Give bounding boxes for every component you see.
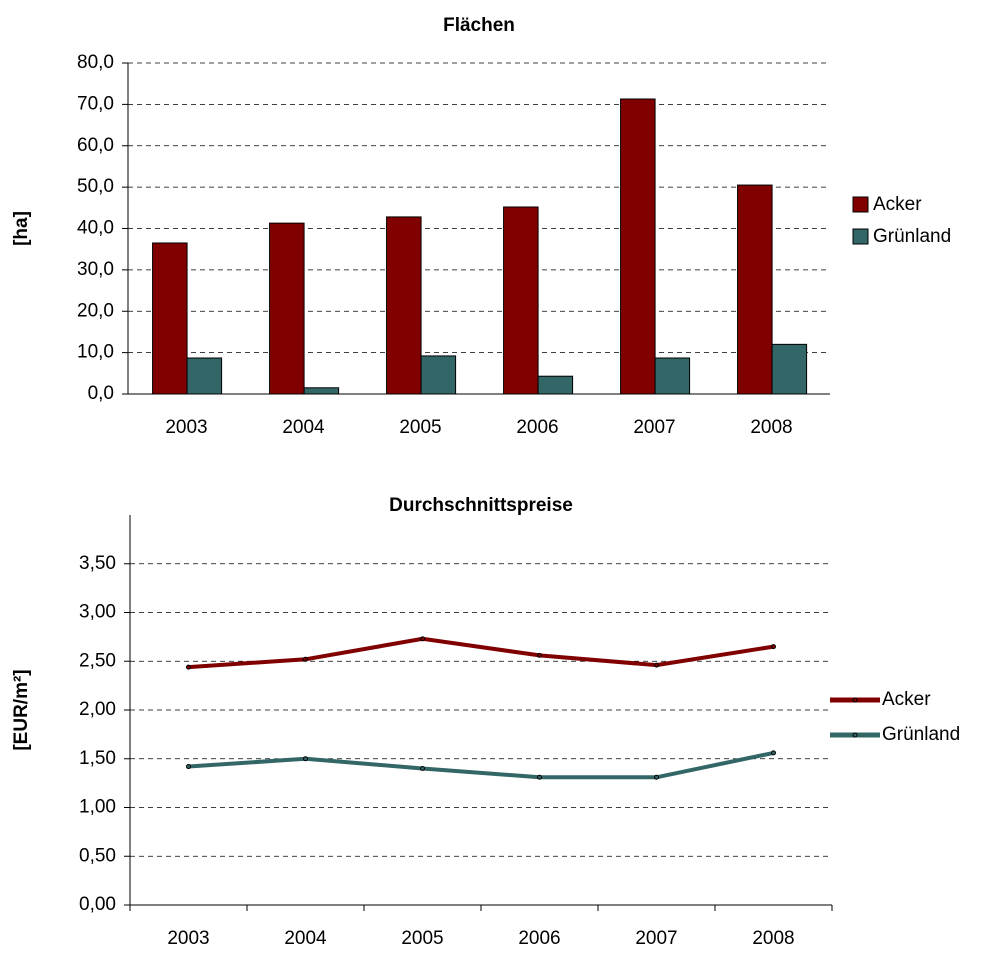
legend-swatch xyxy=(852,228,869,245)
legend-label: Acker xyxy=(873,194,922,215)
point xyxy=(420,636,425,642)
point xyxy=(654,774,659,780)
legend-label: Grünland xyxy=(882,724,960,745)
bar xyxy=(771,343,808,395)
x-tick-label: 2004 xyxy=(282,417,325,438)
x-tick-label: 2008 xyxy=(752,928,794,949)
point xyxy=(186,764,191,770)
y-tick-label: 2,50 xyxy=(79,650,116,671)
y-tick-label: 70,0 xyxy=(77,93,114,114)
y-tick-label: 60,0 xyxy=(77,135,114,156)
y-tick-label: 1,00 xyxy=(79,797,116,818)
y-tick-label: 3,50 xyxy=(79,553,116,574)
legend-swatch xyxy=(852,196,869,213)
bar xyxy=(303,387,340,395)
legend-point xyxy=(852,732,858,738)
x-tick-label: 2005 xyxy=(399,417,441,438)
bar xyxy=(654,357,691,395)
point xyxy=(186,664,191,670)
y-tick-label: 0,50 xyxy=(79,845,116,866)
bar xyxy=(537,375,574,395)
point xyxy=(303,756,308,762)
y-axis-label: [EUR/m²] xyxy=(11,669,32,750)
bar xyxy=(152,242,188,395)
point xyxy=(771,750,776,756)
bar xyxy=(186,357,223,395)
legend-label: Acker xyxy=(882,689,931,710)
x-tick-label: 2003 xyxy=(165,417,207,438)
x-tick-label: 2003 xyxy=(167,928,209,949)
point xyxy=(420,766,425,771)
y-axis-label: [ha] xyxy=(11,211,32,246)
point xyxy=(537,774,542,780)
y-tick-label: 40,0 xyxy=(77,218,114,239)
chart-title: Flächen xyxy=(443,15,515,36)
y-tick-label: 10,0 xyxy=(77,342,114,363)
point xyxy=(771,644,776,650)
x-tick-label: 2008 xyxy=(750,417,792,438)
chart-title: Durchschnittspreise xyxy=(389,495,573,516)
bar xyxy=(386,216,422,395)
y-tick-label: 80,0 xyxy=(77,52,114,73)
x-tick-label: 2004 xyxy=(284,928,327,949)
y-tick-label: 1,50 xyxy=(79,748,116,769)
y-tick-label: 50,0 xyxy=(77,176,114,197)
x-tick-label: 2007 xyxy=(635,928,677,949)
y-tick-label: 20,0 xyxy=(77,300,114,321)
point xyxy=(537,652,542,658)
line xyxy=(188,636,774,670)
bar xyxy=(503,206,539,395)
line xyxy=(188,750,774,780)
x-tick-label: 2005 xyxy=(401,928,443,949)
y-tick-label: 2,00 xyxy=(79,699,116,720)
legend-label: Grünland xyxy=(873,226,951,247)
bar xyxy=(737,184,773,395)
bar xyxy=(420,355,457,395)
x-tick-label: 2006 xyxy=(518,928,560,949)
point xyxy=(303,656,308,662)
y-tick-label: 30,0 xyxy=(77,259,114,280)
point xyxy=(654,662,659,668)
x-tick-label: 2007 xyxy=(633,417,675,438)
y-tick-label: 0,0 xyxy=(88,383,114,404)
x-tick-label: 2006 xyxy=(516,417,558,438)
bar xyxy=(269,222,305,395)
y-tick-label: 3,00 xyxy=(79,602,116,623)
bar xyxy=(620,98,656,395)
legend-point xyxy=(852,697,858,703)
y-tick-label: 0,00 xyxy=(79,894,116,915)
